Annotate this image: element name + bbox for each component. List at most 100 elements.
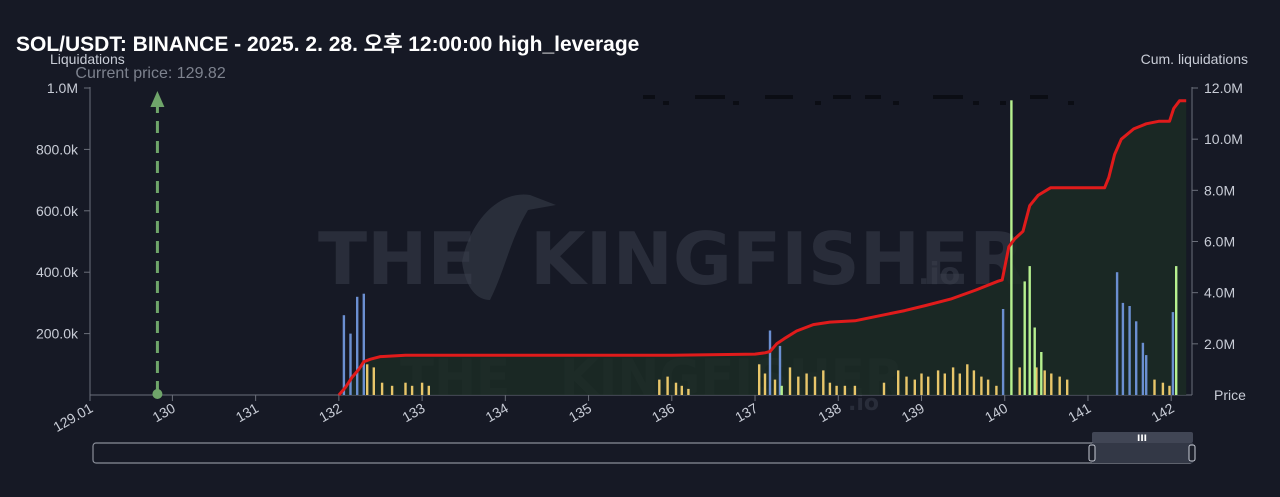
- x-tick-label: 130: [150, 400, 178, 426]
- liquidation-bar-blue: [778, 345, 782, 395]
- liquidation-bar-yellow: [828, 382, 832, 395]
- liquidation-bar-yellow: [835, 385, 838, 395]
- left-y-tick-label: 1.0M: [47, 80, 78, 96]
- range-slider-grab[interactable]: [1092, 432, 1193, 443]
- liquidation-bar-blue: [768, 330, 772, 395]
- x-tick-label: 129.01: [50, 400, 95, 435]
- liquidation-bar-green: [1033, 327, 1036, 395]
- liquidation-bar-yellow: [843, 385, 847, 395]
- liquidation-bar-green: [1023, 281, 1026, 395]
- x-tick-label: 142: [1148, 400, 1176, 426]
- liquidation-bar-blue: [342, 315, 346, 395]
- liquidation-bar-blue: [1121, 302, 1125, 395]
- liquidation-bar-yellow: [674, 382, 678, 395]
- liquidation-bar-yellow: [797, 376, 800, 395]
- liquidation-bar-yellow: [410, 385, 414, 395]
- liquidation-bar-yellow: [905, 376, 908, 395]
- liquidation-bar-yellow: [1153, 379, 1156, 395]
- liquidation-bar-yellow: [390, 385, 394, 395]
- liquidation-bar-yellow: [763, 373, 767, 395]
- liquidation-bar-yellow: [927, 376, 930, 395]
- current-price-label: Current price: 129.82: [75, 65, 225, 82]
- range-slider-track[interactable]: [92, 442, 1194, 464]
- liquidation-bar-yellow: [427, 385, 430, 395]
- right-y-tick-label: 6.0M: [1204, 234, 1235, 250]
- liquidation-bar-yellow: [420, 382, 424, 395]
- liquidation-bar-blue: [1001, 309, 1005, 395]
- liquidation-bar-yellow: [995, 385, 998, 395]
- liquidation-bar-yellow: [404, 382, 407, 395]
- liquidation-bar-yellow: [913, 379, 916, 395]
- x-tick-label: 141: [1065, 400, 1093, 426]
- liquidation-bar-yellow: [1035, 367, 1038, 395]
- liquidation-bar-yellow: [366, 364, 369, 395]
- current-price-arrow-icon: [150, 91, 165, 107]
- liquidation-bar-yellow: [380, 382, 384, 395]
- svg-text:.io: .io: [918, 257, 960, 292]
- liquidation-bar-yellow: [773, 379, 777, 395]
- x-tick-label: 132: [316, 400, 344, 426]
- left-y-ticks: 200.0k 400.0k 600.0k 800.0k 1.0M: [36, 80, 90, 342]
- liquidation-bar-yellow: [920, 373, 923, 395]
- range-slider-window[interactable]: [1092, 443, 1193, 463]
- liquidation-bar-yellow: [853, 385, 857, 395]
- right-y-tick-label: 2.0M: [1204, 336, 1235, 352]
- range-slider-right-handle[interactable]: [1188, 444, 1196, 462]
- liquidation-bar-yellow: [1043, 370, 1046, 395]
- liquidation-bar-yellow: [805, 373, 808, 395]
- liquidation-bar-green: [1010, 100, 1013, 396]
- liquidation-bar-yellow: [958, 373, 961, 395]
- liquidation-bar-yellow: [1018, 367, 1021, 395]
- left-y-tick-label: 400.0k: [36, 264, 79, 280]
- liquidation-bar-yellow: [666, 376, 669, 395]
- liquidation-bar-yellow: [680, 385, 683, 395]
- liquidation-bar-blue: [362, 293, 365, 395]
- range-slider-grip-icon[interactable]: III: [1137, 434, 1147, 444]
- liquidation-bar-yellow: [687, 388, 690, 395]
- svg-text:THE: THE: [318, 217, 477, 301]
- cumulative-area: [338, 100, 1187, 396]
- liquidation-bar-blue: [1135, 321, 1138, 395]
- range-slider-left-handle[interactable]: [1088, 444, 1096, 462]
- x-tick-label: 140: [982, 400, 1010, 426]
- liquidation-bar-green: [780, 385, 783, 395]
- svg-text:KINGFISHER: KINGFISHER: [530, 217, 1025, 301]
- left-y-tick-label: 600.0k: [36, 203, 79, 219]
- left-y-tick-label: 800.0k: [36, 141, 79, 157]
- liquidation-bar-blue: [1171, 312, 1175, 395]
- x-axis-label: Price: [1214, 387, 1246, 403]
- liquidation-bar-yellow: [986, 379, 990, 395]
- liquidation-bar-yellow: [951, 367, 955, 395]
- right-y-tick-label: 12.0M: [1204, 80, 1243, 96]
- liquidation-bar-yellow: [1058, 376, 1061, 395]
- liquidation-bar-yellow: [813, 376, 817, 395]
- liquidation-bar-blue: [1145, 355, 1148, 395]
- right-y-tick-label: 4.0M: [1204, 285, 1235, 301]
- liquidation-bar-yellow: [1066, 379, 1069, 395]
- range-slider[interactable]: III: [92, 432, 1196, 464]
- right-y-tick-label: 10.0M: [1204, 131, 1243, 147]
- liquidation-bar-green: [1040, 352, 1043, 395]
- liquidation-bar-blue: [1128, 306, 1131, 395]
- legend-dashes: [643, 95, 1074, 105]
- right-y-ticks: 2.0M 4.0M 6.0M 8.0M 10.0M 12.0M: [1192, 80, 1243, 352]
- liquidation-bar-yellow: [758, 364, 761, 395]
- liquidation-bar-green: [1028, 266, 1031, 395]
- current-price-dot: [152, 389, 163, 399]
- liquidation-bar-yellow: [788, 367, 792, 395]
- cumulative-area-fill: [338, 100, 1187, 396]
- liquidation-bar-blue: [356, 296, 359, 395]
- right-y-tick-label: 8.0M: [1204, 182, 1235, 198]
- liquidation-bar-yellow: [372, 367, 375, 395]
- liquidation-bar-yellow: [943, 373, 946, 395]
- liquidation-bar-yellow: [882, 382, 886, 395]
- liquidation-bar-yellow: [966, 364, 969, 395]
- liquidation-bar-green: [1175, 266, 1178, 395]
- cumulative-line: [337, 99, 1187, 396]
- liquidation-bar-blue: [349, 333, 352, 395]
- current-price-marker: Current price: 129.82: [75, 65, 226, 399]
- left-axis-label: Liquidations: [50, 51, 125, 67]
- liquidation-bar-yellow: [1168, 385, 1171, 395]
- liquidation-bar-yellow: [897, 370, 900, 395]
